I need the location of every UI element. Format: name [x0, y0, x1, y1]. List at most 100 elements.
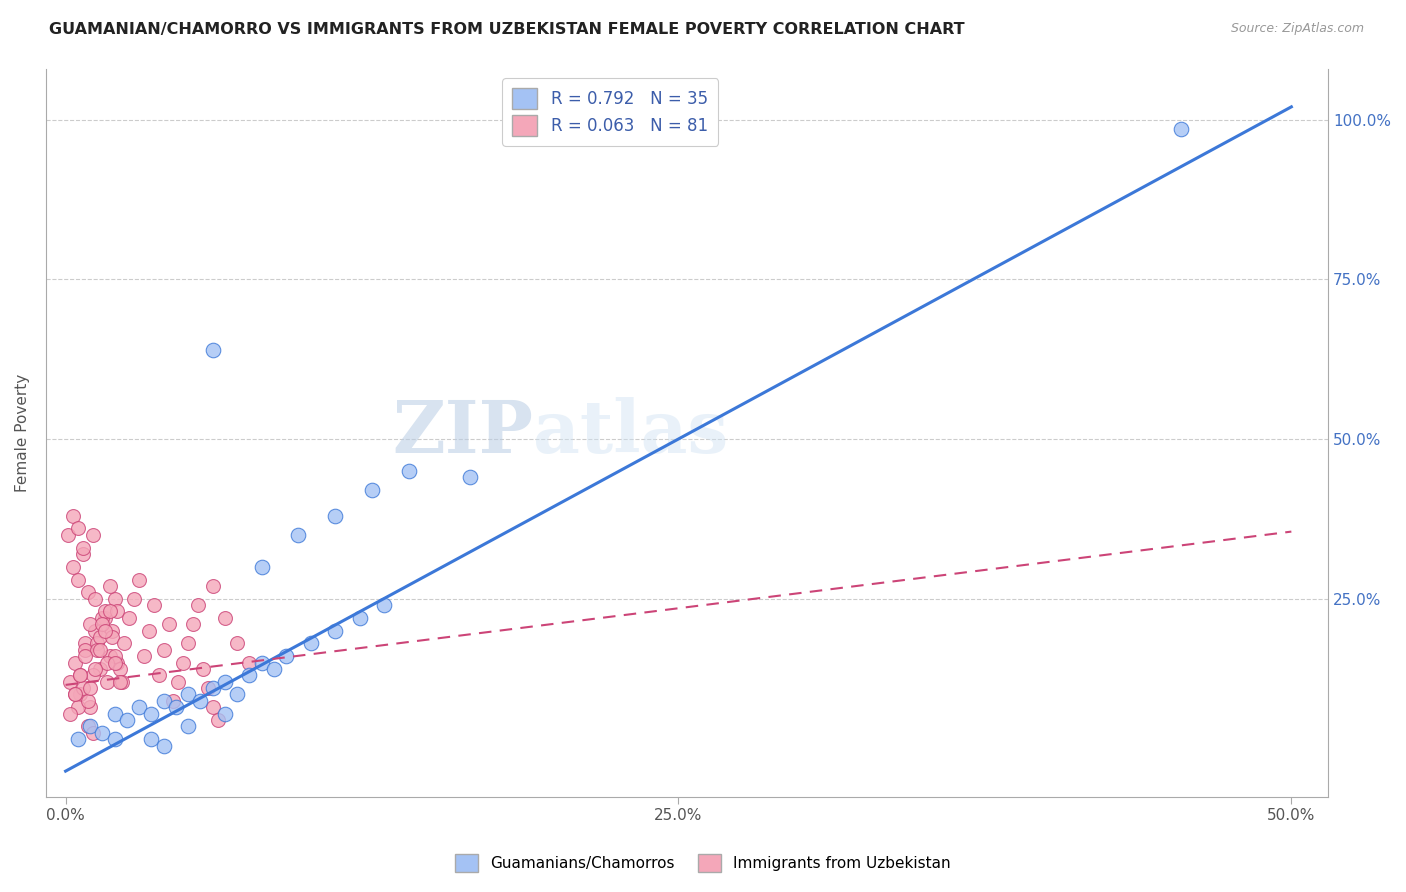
Point	[76, 694, 98, 708]
Point	[65, 688, 87, 702]
Text: GUAMANIAN/CHAMORRO VS IMMIGRANTS FROM UZBEKISTAN FEMALE POVERTY CORRELATION CHAR: GUAMANIAN/CHAMORRO VS IMMIGRANTS FROM UZ…	[49, 22, 965, 37]
Point	[89, 662, 111, 676]
Point	[72, 541, 94, 555]
Point	[148, 668, 170, 682]
Text: atlas: atlas	[533, 397, 728, 468]
Point	[398, 464, 420, 478]
Point	[276, 649, 298, 664]
Point	[157, 617, 180, 632]
Point	[323, 508, 346, 523]
Point	[190, 694, 212, 708]
Point	[62, 559, 84, 574]
Point	[89, 630, 111, 644]
Point	[122, 591, 145, 606]
Point	[79, 719, 101, 733]
Point	[201, 579, 224, 593]
Point	[197, 681, 219, 695]
Point	[69, 688, 91, 702]
Point	[75, 636, 97, 650]
Point	[115, 713, 138, 727]
Point	[142, 598, 165, 612]
Point	[69, 668, 91, 682]
Point	[65, 656, 87, 670]
Point	[104, 706, 127, 721]
Point	[105, 604, 128, 618]
Point	[66, 521, 89, 535]
Point	[94, 624, 117, 638]
Point	[72, 547, 94, 561]
Point	[98, 604, 121, 618]
Point	[128, 573, 150, 587]
Point	[89, 642, 111, 657]
Point	[82, 528, 104, 542]
Point	[299, 636, 322, 650]
Point	[66, 732, 89, 747]
Point	[214, 674, 236, 689]
Point	[361, 483, 384, 497]
Point	[201, 700, 224, 714]
Point	[79, 617, 101, 632]
Point	[104, 732, 127, 747]
Point	[177, 719, 200, 733]
Point	[191, 662, 214, 676]
Point	[104, 656, 127, 670]
Point	[1170, 122, 1192, 136]
Point	[76, 719, 98, 733]
Point	[98, 579, 121, 593]
Point	[373, 598, 395, 612]
Point	[75, 649, 97, 664]
Point	[201, 681, 224, 695]
Point	[201, 343, 224, 357]
Y-axis label: Female Poverty: Female Poverty	[15, 374, 30, 491]
Point	[59, 674, 82, 689]
Point	[141, 706, 163, 721]
Point	[91, 726, 114, 740]
Point	[238, 656, 260, 670]
Point	[94, 604, 117, 618]
Point	[167, 674, 190, 689]
Point	[101, 624, 124, 638]
Text: ZIP: ZIP	[392, 397, 533, 468]
Text: Source: ZipAtlas.com: Source: ZipAtlas.com	[1230, 22, 1364, 36]
Point	[108, 662, 131, 676]
Point	[84, 662, 107, 676]
Point	[56, 528, 79, 542]
Point	[79, 681, 101, 695]
Point	[118, 611, 141, 625]
Point	[104, 649, 127, 664]
Point	[349, 611, 371, 625]
Point	[62, 508, 84, 523]
Point	[458, 470, 481, 484]
Point	[108, 674, 131, 689]
Point	[152, 642, 174, 657]
Point	[152, 739, 174, 753]
Point	[214, 706, 236, 721]
Legend: Guamanians/Chamorros, Immigrants from Uzbekistan: Guamanians/Chamorros, Immigrants from Uz…	[447, 846, 959, 880]
Point	[72, 681, 94, 695]
Point	[162, 694, 184, 708]
Point	[84, 624, 107, 638]
Point	[105, 656, 128, 670]
Point	[66, 573, 89, 587]
Point	[287, 528, 309, 542]
Point	[66, 700, 89, 714]
Point	[86, 636, 108, 650]
Point	[214, 611, 236, 625]
Point	[82, 668, 104, 682]
Point	[86, 642, 108, 657]
Point	[84, 591, 107, 606]
Point	[263, 662, 285, 676]
Point	[98, 649, 121, 664]
Point	[82, 726, 104, 740]
Point	[177, 688, 200, 702]
Point	[112, 636, 135, 650]
Point	[65, 688, 87, 702]
Legend: R = 0.792   N = 35, R = 0.063   N = 81: R = 0.792 N = 35, R = 0.063 N = 81	[502, 78, 718, 145]
Point	[226, 636, 249, 650]
Point	[250, 559, 273, 574]
Point	[69, 668, 91, 682]
Point	[181, 617, 204, 632]
Point	[152, 694, 174, 708]
Point	[207, 713, 229, 727]
Point	[132, 649, 155, 664]
